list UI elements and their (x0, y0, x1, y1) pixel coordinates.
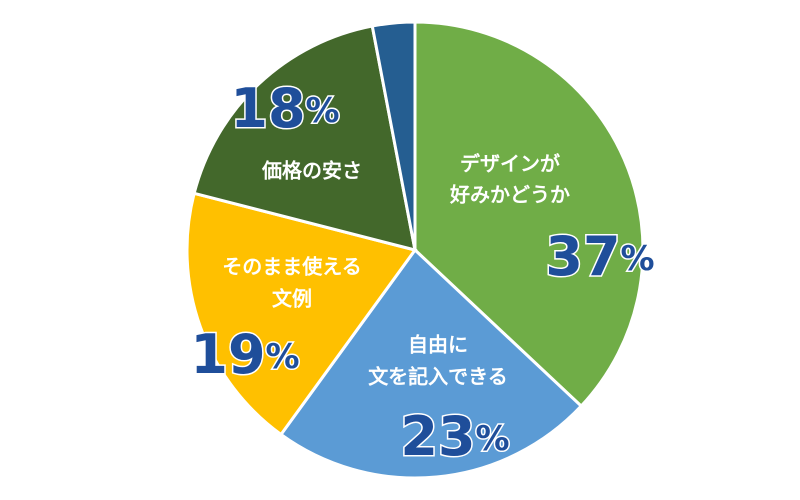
pie-slice (185, 191, 418, 437)
slice-label: 自由に (408, 333, 468, 357)
percent-unit: % (476, 419, 510, 459)
percent-label: 37% (545, 225, 654, 288)
percent-unit: % (266, 337, 300, 377)
pie-slice (192, 24, 417, 253)
percent-label: 19% (190, 323, 299, 386)
slice-label: 好みかどうか (449, 183, 570, 207)
pie-slice (413, 20, 645, 409)
slice-label: 文例 (272, 287, 312, 311)
percent-unit: % (306, 91, 340, 131)
percent-value: 19 (190, 323, 265, 386)
slice-label: 文を記入できる (368, 365, 508, 389)
pie-slice (278, 247, 584, 480)
percent-unit: % (621, 239, 655, 279)
slice-label: そのまま使える (222, 255, 361, 279)
percent-value: 18 (230, 77, 305, 140)
percent-value: 37 (545, 225, 620, 288)
slice-label: 価格の安さ (261, 159, 362, 183)
percent-label: 18% (230, 77, 339, 140)
slice-label: デザインが (460, 152, 560, 176)
pie-slice (370, 20, 417, 251)
percent-value: 23 (400, 405, 475, 468)
percent-label: 23% (400, 405, 509, 468)
